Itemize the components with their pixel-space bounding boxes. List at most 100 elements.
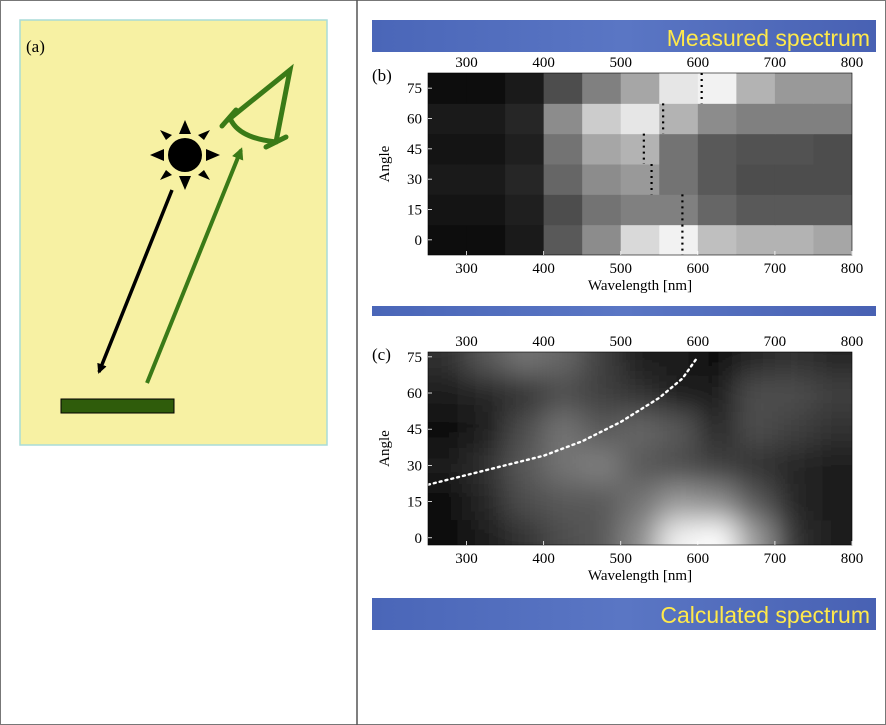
heatmap-cell [698,375,737,412]
x-tick-label-top: 500 [609,55,632,71]
heatmap-cell [813,411,882,448]
heatmap-cell [621,483,660,520]
figure: (a) Measured spectrum Calculated spectru… [0,0,886,725]
x-tick-label: 700 [764,551,787,567]
y-tick-label: 0 [415,531,423,547]
heatmap-cell [813,73,852,104]
heatmap-cell [428,73,467,104]
heatmap-cell [775,483,814,520]
heatmap-cell [544,103,583,134]
x-tick-label-top: 400 [532,55,555,71]
heatmap-cell [736,134,775,165]
sun [150,120,220,190]
heatmap-cell [698,483,737,520]
y-tick-label: 60 [407,112,422,128]
heatmap-cell [775,164,814,195]
y-tick-label: 15 [407,495,422,511]
heatmap-cell [775,73,814,104]
heatmap-cell [775,225,814,256]
heatmap-cell [544,411,583,448]
heatmap-cell [659,194,698,225]
heatmap-cell [659,411,698,448]
heatmap-cell [775,411,814,448]
heatmap-cell [736,164,775,195]
heatmap-cell [505,375,544,412]
y-tick-label: 45 [407,422,422,438]
x-tick-label: 800 [841,261,864,277]
banner-title: Calculated spectrum [660,602,870,628]
x-tick-label-top: 300 [455,334,478,350]
heatmap-cell [813,164,852,195]
heatmap-cell [467,134,506,165]
heatmap-cell [621,447,660,484]
y-tick-label: 0 [415,233,423,249]
x-tick-label-top: 500 [609,334,632,350]
heatmap-cell [428,164,467,195]
heatmap-cell [736,411,775,448]
x-tick-label-top: 600 [687,334,710,350]
heatmap-cell [659,134,698,165]
heatmap-cell [544,73,583,104]
heatmap-cell [813,483,882,520]
heatmap-cell [505,73,544,104]
heatmap-cell [428,225,467,256]
x-tick-label: 500 [609,551,632,567]
heatmap-cell [659,73,698,104]
heatmap-cell [698,134,737,165]
cells [428,73,853,256]
y-tick-label: 60 [407,386,422,402]
x-tick-label-top: 800 [841,334,864,350]
x-tick-label: 400 [532,261,555,277]
heatmap [428,73,853,256]
heatmap-cell [698,194,737,225]
heatmap-cell [544,134,583,165]
heatmap-cell [467,73,506,104]
heatmap-cell [582,194,621,225]
heatmap-cell [736,103,775,134]
heatmap-cell [621,164,660,195]
y-tick-label: 30 [407,172,422,188]
separator [372,306,876,316]
x-tick-label-top: 300 [455,55,478,71]
heatmap-cell [467,164,506,195]
y-tick-label: 15 [407,203,422,219]
heatmap-cell [544,225,583,256]
heatmap-cell [505,483,544,520]
heatmap-cell [544,194,583,225]
heatmap-cell [775,134,814,165]
heatmap-cell [698,225,737,256]
heatmap-cell [659,225,698,256]
heatmap-cell [582,225,621,256]
heatmap-cell [621,194,660,225]
heatmap-cell [582,134,621,165]
x-tick-label: 600 [687,261,710,277]
heatmap-cell [621,134,660,165]
heatmap-cell [582,375,621,412]
heatmap-cell [659,483,698,520]
heatmap-cell [505,134,544,165]
heatmap-cell [505,103,544,134]
x-tick-label: 600 [687,551,710,567]
heatmap-cell [621,225,660,256]
heatmap-cell [467,483,506,520]
heatmap-cell [775,194,814,225]
heatmap-cell [467,375,506,412]
x-tick-label: 300 [455,551,478,567]
heatmap-cell [813,194,852,225]
x-tick-label: 500 [609,261,632,277]
x-axis-label: Wavelength [nm] [588,568,692,584]
x-tick-label-top: 400 [532,334,555,350]
x-tick-label-top: 700 [764,334,787,350]
heatmap-cell [621,73,660,104]
banner-title: Measured spectrum [667,25,870,51]
panel-a-background [20,20,327,445]
heatmap-cell [736,194,775,225]
heatmap-cell [544,164,583,195]
heatmap-cell [428,134,467,165]
heatmap-cell [736,225,775,256]
heatmap-cell [659,164,698,195]
x-tick-label: 400 [532,551,555,567]
heatmap-cell [775,375,814,412]
heatmap-cell [467,411,506,448]
heatmap-cell [505,411,544,448]
